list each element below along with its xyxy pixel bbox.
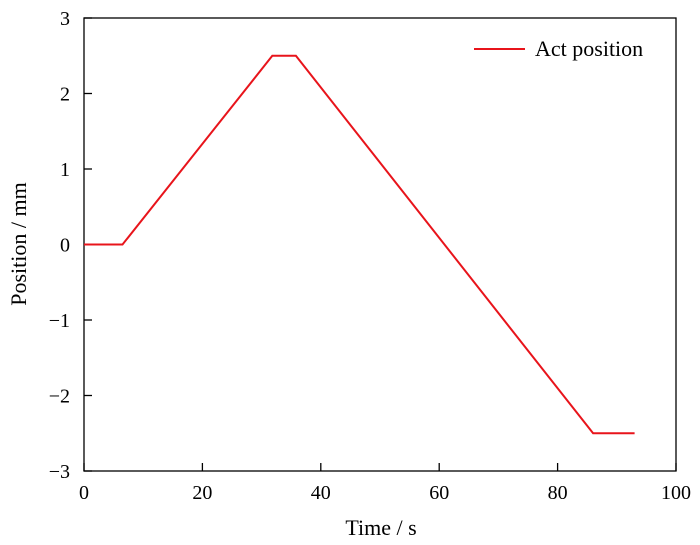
y-tick-label: 1: [60, 159, 70, 181]
y-axis-ticks: 3 2 1 0 −1 −2 −3: [49, 8, 92, 483]
x-tick-label: 60: [429, 482, 449, 504]
plot-frame: [83, 17, 677, 472]
x-tick-label: 100: [661, 482, 691, 504]
y-tick-label: 2: [60, 84, 70, 106]
x-axis-ticks: 0 20 40 60 80 100: [79, 463, 691, 504]
y-tick-label: −1: [49, 310, 70, 332]
y-tick-label: −3: [49, 461, 70, 483]
series-layer: [84, 54, 635, 435]
x-axis-title: Time / s: [345, 515, 416, 540]
y-tick-label: 3: [60, 8, 70, 30]
x-tick-label: 80: [548, 482, 568, 504]
x-tick-label: 20: [192, 482, 212, 504]
legend-label: Act position: [535, 36, 643, 61]
series-line-act-position: [84, 54, 635, 435]
x-tick-label: 0: [79, 482, 89, 504]
legend: Act position: [474, 36, 643, 61]
y-axis-title: Position / mm: [6, 182, 31, 305]
y-tick-label: −2: [49, 386, 70, 408]
plot-area: 0 20 40 60 80 100 3 2 1 0 −1 −2 −3: [49, 8, 691, 504]
x-tick-label: 40: [311, 482, 331, 504]
y-tick-label: 0: [60, 235, 70, 257]
